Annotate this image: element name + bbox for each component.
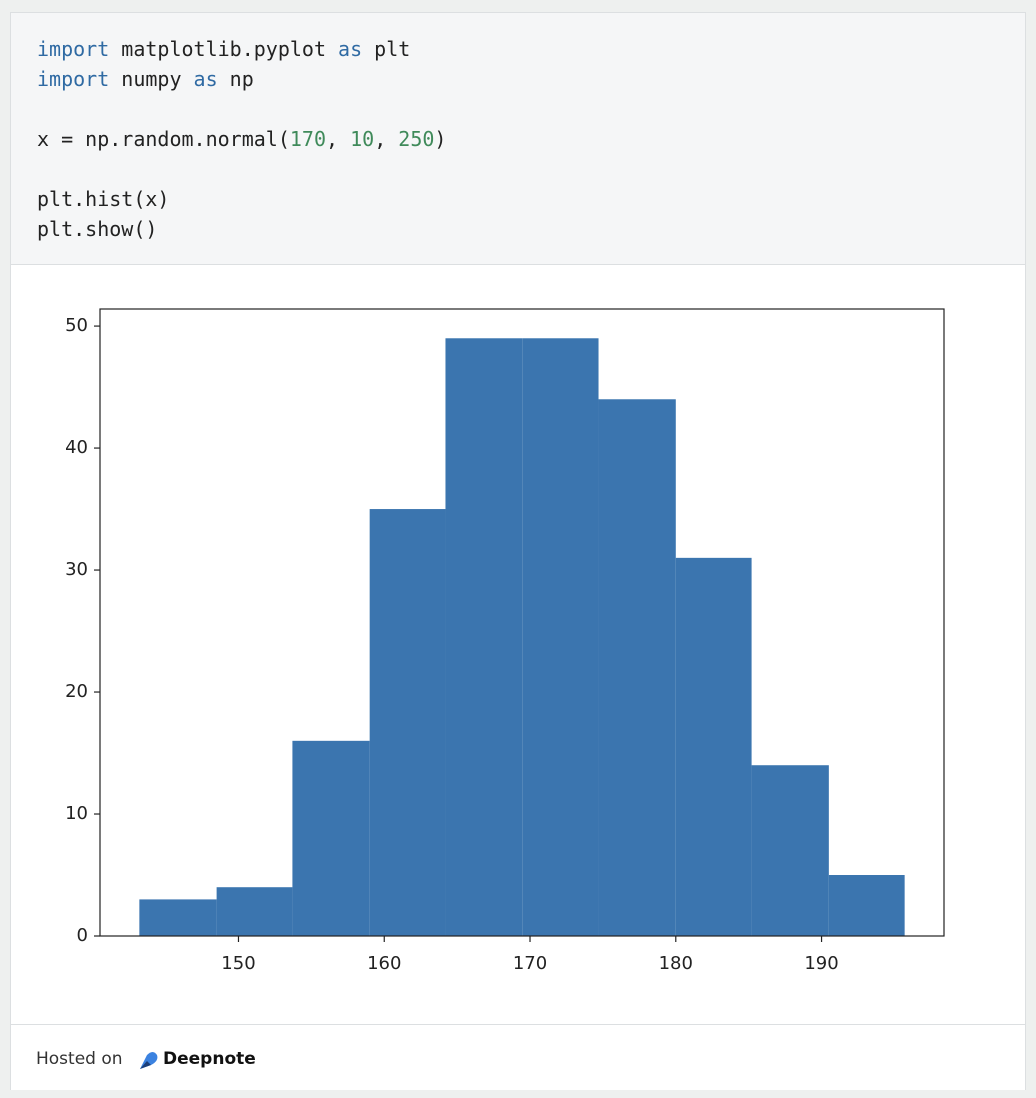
histogram-bar [292,740,370,936]
footer-prefix: Hosted on [36,1049,123,1069]
x-tick-label: 160 [367,953,401,974]
code-token: plt.hist(x) [37,187,170,211]
code-token: plt [362,37,411,61]
code-token: as [193,67,218,91]
histogram-bar [216,887,293,936]
code-token: 10 [350,127,375,151]
code-line: plt.show() [37,214,446,244]
y-tick-label: 30 [65,559,88,580]
histogram-bar [522,338,599,937]
code-token: , [374,127,399,151]
code-token: numpy [109,67,194,91]
code-line: plt.hist(x) [37,184,446,214]
footer: Hosted on Deepnote [11,1024,1025,1090]
code-token: 170 [289,127,326,151]
code-token: ) [434,127,447,151]
code-line [37,154,446,184]
histogram-bar [598,399,676,936]
y-tick-label: 50 [65,315,88,336]
histogram-bar [828,875,905,936]
code-line [37,94,446,124]
code-token: import [37,67,110,91]
code-token: np [217,67,254,91]
x-tick-label: 150 [221,953,255,974]
code-line: import matplotlib.pyplot as plt [37,34,446,64]
code-token: 250 [398,127,435,151]
y-tick-label: 10 [65,803,88,824]
code-token: x = np.random.normal( [37,127,290,151]
histogram-bar [675,557,752,936]
y-tick-label: 20 [65,681,88,702]
chart: 150 160 170 180 190 0 10 20 30 40 50 [65,308,945,974]
code-token: plt.show() [37,217,158,241]
x-tick-label: 180 [659,953,693,974]
notebook-cell: import matplotlib.pyplot as plt import nu… [10,12,1026,1090]
histogram-bar [139,899,217,936]
code-line: import numpy as np [37,64,446,94]
deepnote-logo[interactable] [137,1049,159,1071]
footer-brand[interactable]: Deepnote [163,1049,256,1069]
code-token: import [37,37,110,61]
y-tick-label: 0 [77,925,88,946]
y-tick-label: 40 [65,437,88,458]
plot-frame [99,308,945,937]
histogram-bar [751,765,829,936]
histogram-bar [445,338,523,937]
histogram-bar [369,509,446,936]
code-block: import matplotlib.pyplot as plt import nu… [11,13,1025,265]
code-token: matplotlib.pyplot [109,37,339,61]
code-line: x = np.random.normal(170, 10, 250) [37,124,446,154]
x-tick-label: 190 [804,953,838,974]
x-tick-label: 170 [513,953,547,974]
code-lines: import matplotlib.pyplot as plt import nu… [37,34,446,244]
code-token: , [326,127,351,151]
code-token: as [338,37,363,61]
